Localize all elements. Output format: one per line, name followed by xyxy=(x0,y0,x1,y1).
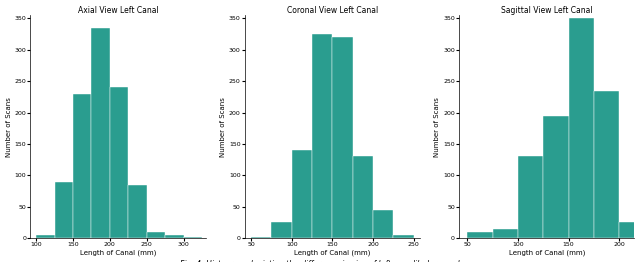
Bar xyxy=(73,94,92,238)
Bar xyxy=(184,237,202,238)
X-axis label: Length of Canal (mm): Length of Canal (mm) xyxy=(509,250,585,256)
Bar xyxy=(128,185,147,238)
Bar xyxy=(147,232,165,238)
Y-axis label: Number of Scans: Number of Scans xyxy=(220,97,226,157)
Title: Coronal View Left Canal: Coronal View Left Canal xyxy=(287,6,378,15)
Bar xyxy=(251,237,271,238)
X-axis label: Length of Canal (mm): Length of Canal (mm) xyxy=(294,250,371,256)
Y-axis label: Number of Scans: Number of Scans xyxy=(435,97,440,157)
Bar xyxy=(312,34,332,238)
Bar xyxy=(110,88,128,238)
Bar xyxy=(271,222,292,238)
Text: Fig. 4: Histogram depicting the difference in size of left mandibular canal: Fig. 4: Histogram depicting the differen… xyxy=(180,260,460,262)
Bar xyxy=(332,37,353,238)
Bar xyxy=(36,235,54,238)
Title: Axial View Left Canal: Axial View Left Canal xyxy=(77,6,158,15)
Bar xyxy=(594,91,620,238)
Bar xyxy=(92,28,110,238)
Bar xyxy=(620,222,640,238)
Bar xyxy=(493,228,518,238)
Title: Sagittal View Left Canal: Sagittal View Left Canal xyxy=(501,6,593,15)
Bar xyxy=(518,156,543,238)
Bar xyxy=(165,235,184,238)
Bar xyxy=(543,116,568,238)
Y-axis label: Number of Scans: Number of Scans xyxy=(6,97,12,157)
Bar xyxy=(373,210,393,238)
Bar xyxy=(393,235,413,238)
Bar xyxy=(568,18,594,238)
Bar xyxy=(353,156,373,238)
X-axis label: Length of Canal (mm): Length of Canal (mm) xyxy=(80,250,156,256)
Bar xyxy=(292,150,312,238)
Bar xyxy=(54,182,73,238)
Bar xyxy=(467,232,493,238)
